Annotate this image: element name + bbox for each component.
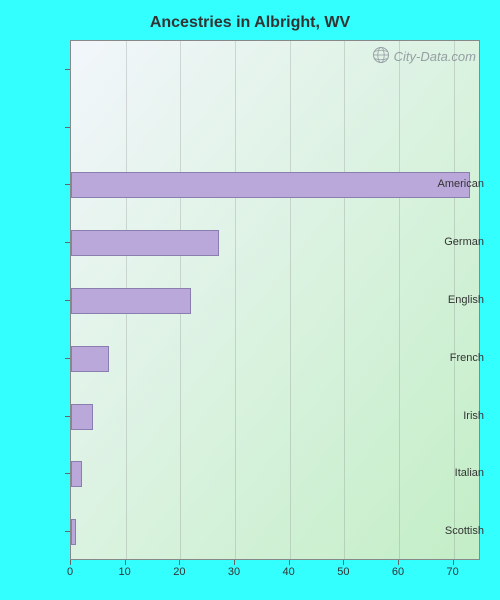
grid-line bbox=[290, 41, 291, 559]
y-tick bbox=[65, 242, 70, 243]
bar-row bbox=[71, 404, 93, 430]
bar bbox=[71, 172, 470, 198]
bar-row bbox=[71, 519, 76, 545]
chart-title: Ancestries in Albright, WV bbox=[10, 10, 490, 36]
bar-row bbox=[71, 288, 191, 314]
x-tick bbox=[289, 560, 290, 565]
y-tick bbox=[65, 127, 70, 128]
x-tick-label: 70 bbox=[447, 566, 459, 578]
bar bbox=[71, 404, 93, 430]
grid-line bbox=[399, 41, 400, 559]
y-tick-label: Irish bbox=[434, 410, 490, 422]
x-tick-label: 40 bbox=[283, 566, 295, 578]
x-tick-label: 30 bbox=[228, 566, 240, 578]
y-tick-label: English bbox=[434, 294, 490, 306]
x-tick bbox=[179, 560, 180, 565]
chart-container: Ancestries in Albright, WV City-Data.com… bbox=[10, 10, 490, 590]
y-tick bbox=[65, 69, 70, 70]
x-tick-label: 20 bbox=[173, 566, 185, 578]
y-tick bbox=[65, 531, 70, 532]
x-tick bbox=[398, 560, 399, 565]
grid-line bbox=[344, 41, 345, 559]
watermark: City-Data.com bbox=[372, 46, 476, 67]
x-tick bbox=[343, 560, 344, 565]
x-tick bbox=[70, 560, 71, 565]
x-tick-label: 60 bbox=[392, 566, 404, 578]
bar-row bbox=[71, 346, 109, 372]
x-tick bbox=[125, 560, 126, 565]
x-tick-label: 50 bbox=[337, 566, 349, 578]
y-tick-label: French bbox=[434, 352, 490, 364]
y-tick bbox=[65, 473, 70, 474]
grid-line bbox=[235, 41, 236, 559]
y-tick-label: American bbox=[434, 178, 490, 190]
globe-icon bbox=[372, 46, 390, 67]
bar bbox=[71, 346, 109, 372]
y-tick bbox=[65, 184, 70, 185]
bar-row bbox=[71, 230, 219, 256]
x-tick bbox=[453, 560, 454, 565]
bar bbox=[71, 519, 76, 545]
bar-row bbox=[71, 461, 82, 487]
bar bbox=[71, 230, 219, 256]
x-tick-label: 10 bbox=[119, 566, 131, 578]
watermark-text: City-Data.com bbox=[394, 49, 476, 64]
y-tick bbox=[65, 358, 70, 359]
x-tick bbox=[234, 560, 235, 565]
y-tick-label: Scottish bbox=[434, 525, 490, 537]
bar bbox=[71, 288, 191, 314]
y-tick-label: Italian bbox=[434, 467, 490, 479]
x-tick-label: 0 bbox=[67, 566, 73, 578]
plot-area bbox=[70, 40, 480, 560]
y-tick bbox=[65, 300, 70, 301]
outer-frame: Ancestries in Albright, WV City-Data.com… bbox=[0, 0, 500, 600]
y-tick bbox=[65, 416, 70, 417]
y-tick-label: German bbox=[434, 236, 490, 248]
bar bbox=[71, 461, 82, 487]
bar-row bbox=[71, 172, 470, 198]
